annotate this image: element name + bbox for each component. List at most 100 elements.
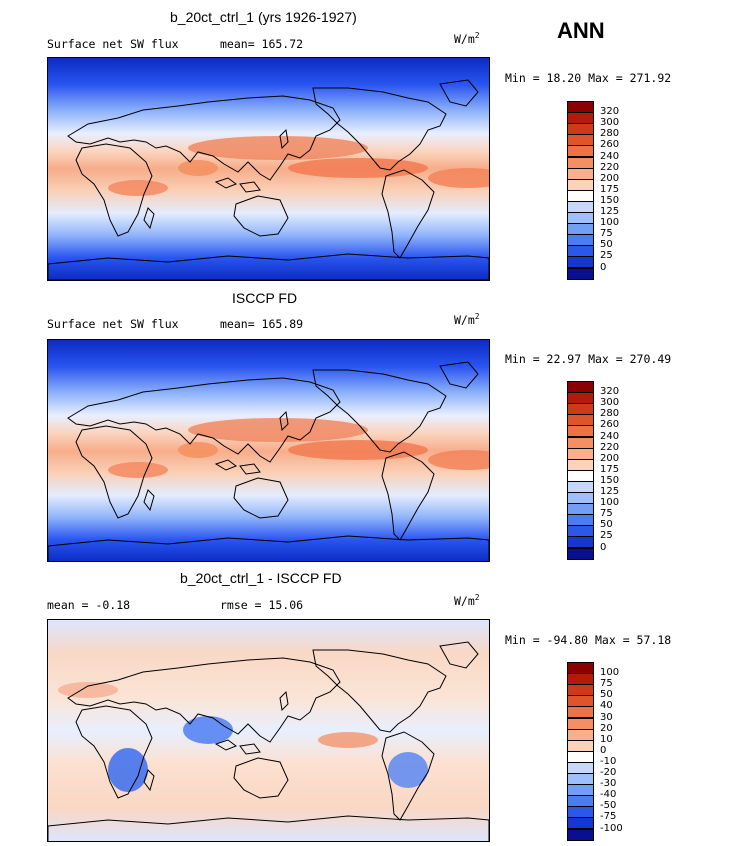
coastline [381,169,435,259]
panel-3-units: W/m2 [454,593,480,608]
colorbar-label: 125 [600,486,620,497]
colorbar-label: 75 [600,228,613,240]
coastline [67,657,341,743]
colorbar-label: 175 [600,463,620,475]
colorbar-label: 100 [600,667,620,679]
map-field [48,340,489,561]
colorbar-label: 300 [600,117,620,129]
colorbar-label: -30 [600,778,617,790]
colorbar-label: 175 [600,183,620,195]
coastline [279,128,289,150]
colorbar-label: 260 [600,419,620,431]
colorbar-label: -50 [600,800,617,812]
coastline [143,207,155,230]
panel-3-title: b_20ct_ctrl_1 - ISCCP FD [180,570,342,586]
coastline [67,95,341,181]
map-field-blob [108,462,168,478]
colorbar-label: 0 [600,541,607,553]
panel-1-mean: mean= 165.72 [220,37,304,51]
map-field-blob [288,158,428,178]
map-field-blob [183,716,233,744]
coastline [214,459,261,475]
coastline [214,739,261,755]
colorbar-label: 200 [600,172,620,184]
colorbar-label: -100 [600,822,623,834]
colorbar-swatch [567,547,594,560]
colorbar-label: 200 [600,452,620,464]
colorbar-label: 25 [600,250,613,262]
map-field-blob [428,168,489,188]
map-field-blob [428,450,489,470]
colorbar-label: 75 [600,508,613,520]
colorbar-label: 25 [600,530,613,542]
colorbar-label: -75 [600,811,617,823]
colorbar-label: 0 [600,261,607,273]
map-field [48,620,489,841]
colorbar-label: 150 [600,194,620,206]
colorbar-label: 30 [600,711,613,723]
map-field-blob [388,752,428,788]
colorbar-label: 10 [600,733,613,745]
colorbar-label: 50 [600,239,613,251]
coastline [75,425,153,519]
coastline [48,535,489,561]
coastline [233,477,289,519]
colorbar-label: 40 [600,700,613,712]
panel-1-map [47,57,490,281]
colorbar-label: 240 [600,430,620,442]
panel-1-field-label: Surface net SW flux [47,37,179,51]
colorbar-label: -20 [600,767,617,778]
coastline [381,731,435,821]
colorbar-label: 100 [600,497,620,509]
map-field-blob [178,160,218,176]
colorbar-label: 50 [600,519,613,531]
colorbar-label: 300 [600,397,620,409]
panel-2-field-label: Surface net SW flux [47,317,179,331]
panel-1-min-max: Min = 18.20 Max = 271.92 [505,71,672,85]
coastline [143,489,155,512]
map-background [48,620,489,841]
map-field-blob [288,440,428,460]
map-field-blob [108,180,168,196]
panel-3-map [47,619,490,842]
coastline [312,87,447,171]
colorbar-label: 75 [600,678,613,690]
panel-3-min-max: Min = -94.80 Max = 57.18 [505,633,672,647]
colorbar-label: 320 [600,386,620,398]
colorbar-swatch [567,267,594,280]
colorbar-swatch [567,828,594,841]
coastline [439,361,479,389]
colorbar-label: 320 [600,106,620,118]
map-field-blob [58,682,118,698]
colorbar-label: 280 [600,128,620,140]
map-field-blob [178,442,218,458]
coastline [312,369,447,453]
colorbar-label: 100 [600,217,620,229]
coastline [214,177,261,193]
map-field-blob [318,732,378,748]
coastline [48,253,489,280]
coastline [233,757,289,799]
colorbar-label: 150 [600,474,620,486]
colorbar-label: 220 [600,161,620,173]
coastline [279,410,289,432]
panel-1-title: b_20ct_ctrl_1 (yrs 1926-1927) [170,9,357,25]
coastline [279,690,289,712]
season-label: ANN [557,18,605,43]
colorbar-label: 20 [600,722,613,734]
colorbar-label: 260 [600,139,620,151]
coastline [75,143,153,237]
coastline [381,451,435,541]
panel-2-title: ISCCP FD [232,290,298,306]
map-field [48,58,489,280]
map-field-blob [188,136,368,160]
panel-1-units: W/m2 [454,31,480,46]
coastline [233,195,289,237]
coastline [75,705,153,799]
panel-3-mean: mean = -0.18 [47,598,131,612]
map-field-blob [188,418,368,442]
colorbar-label: -40 [600,789,617,801]
coastline [312,649,447,733]
coastline [439,641,479,669]
coastline [143,769,155,792]
